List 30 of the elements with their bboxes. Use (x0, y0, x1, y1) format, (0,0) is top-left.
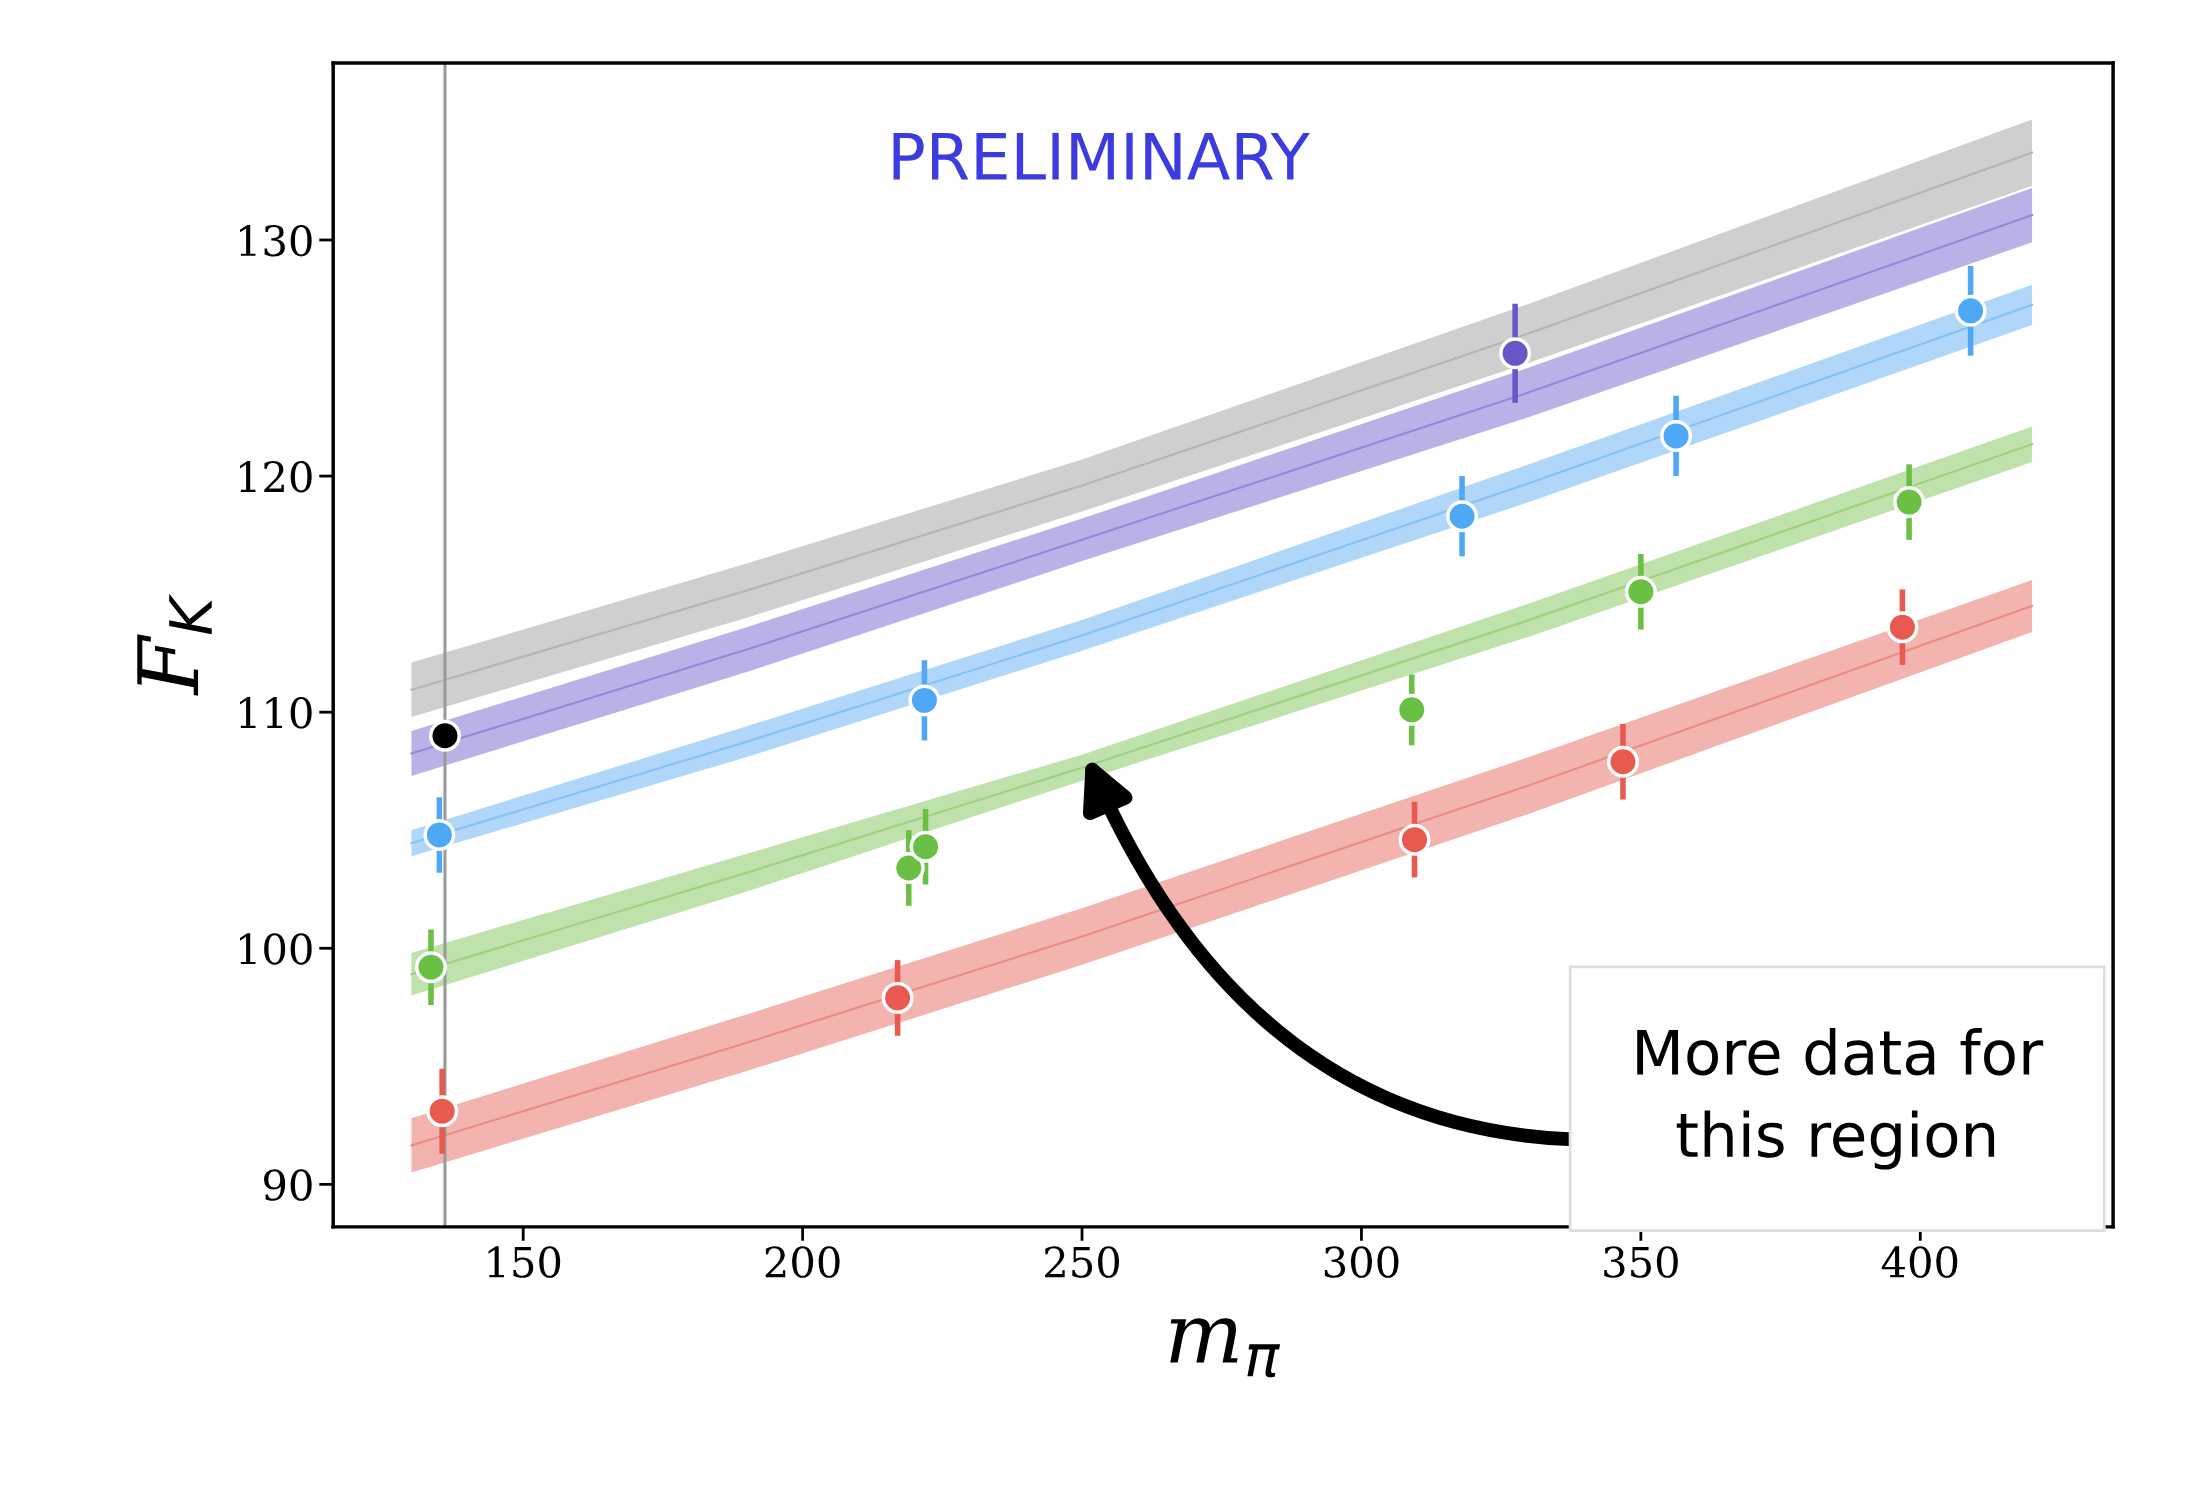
y-tick-label: 110 (239, 697, 312, 729)
y-axis-title: F$_{K}$ (137, 593, 212, 696)
point (415, 951, 447, 984)
point (1660, 419, 1693, 452)
point (908, 684, 941, 717)
point (423, 818, 456, 851)
point (1446, 500, 1479, 533)
y-tick-label: 130 (239, 224, 312, 257)
point (1624, 575, 1657, 608)
x-tick-label: 350 (1604, 1246, 1678, 1278)
x-tick-label: 300 (1324, 1246, 1399, 1278)
y-tick-label: 90 (264, 1169, 312, 1201)
x-tick-label: 200 (765, 1246, 840, 1278)
point (428, 719, 461, 752)
point (1499, 337, 1532, 370)
x-tick-label: 150 (488, 1246, 561, 1278)
point (1886, 611, 1919, 644)
annotation: More data for this region (1637, 1028, 2044, 1170)
point (881, 981, 914, 1014)
y-tick-label: 120 (239, 460, 312, 493)
point (1398, 823, 1431, 856)
point (1607, 745, 1639, 778)
annotation: PRELIMINARY (893, 132, 1310, 180)
point (426, 1095, 459, 1128)
y-tick-label: 100 (239, 933, 312, 965)
point (1954, 294, 1987, 327)
point (1893, 486, 1926, 519)
x-axis-title: m$_{π}$ (1170, 1318, 1281, 1378)
x-tick-label: 250 (1045, 1246, 1120, 1278)
x-tick-label: 400 (1881, 1246, 1958, 1278)
